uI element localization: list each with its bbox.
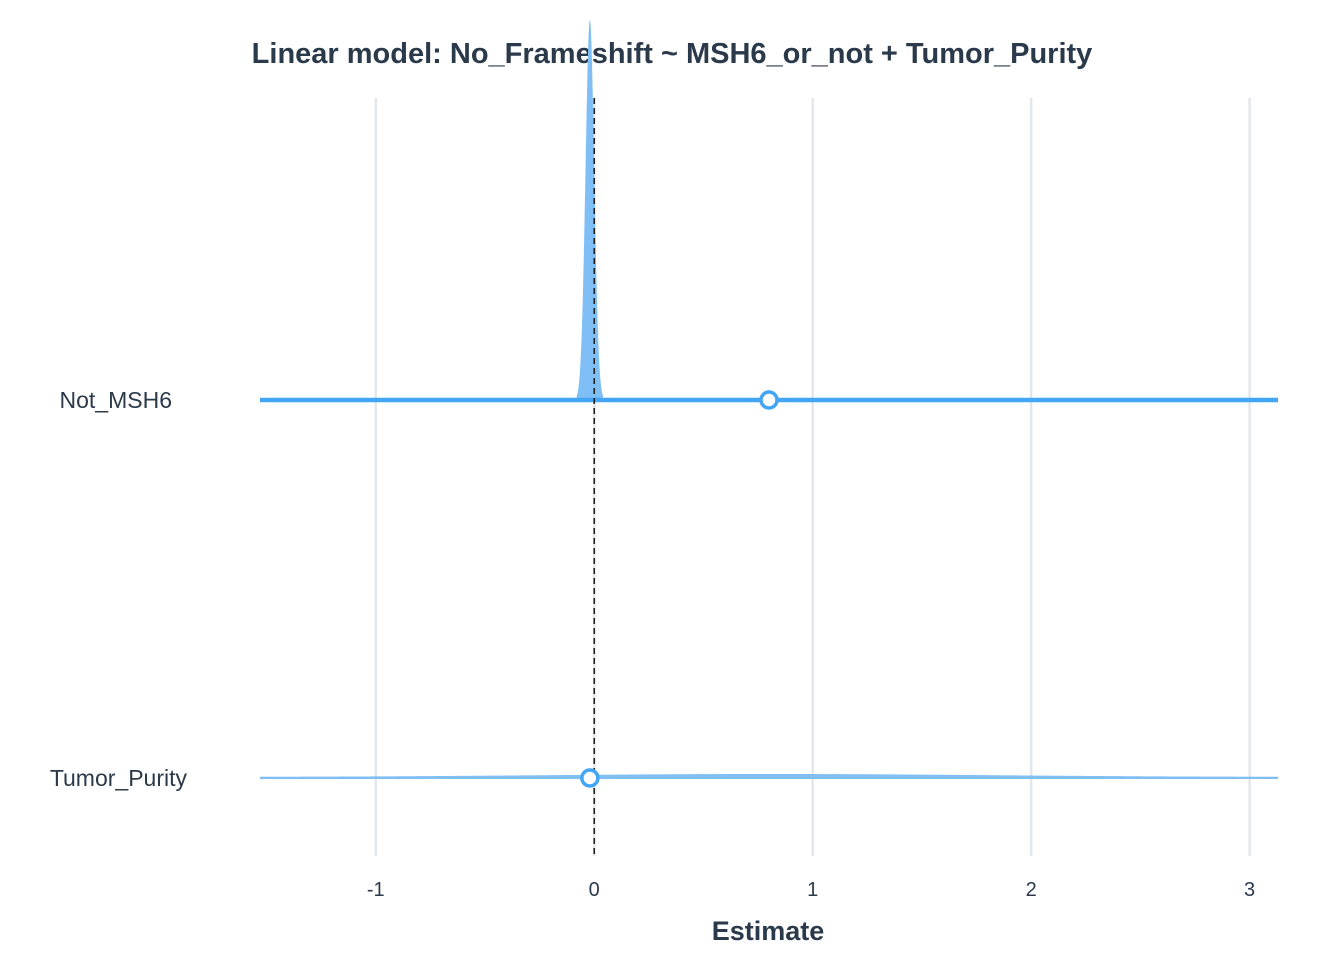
y-category-label: Tumor_Purity <box>50 765 188 791</box>
x-tick-labels: -1 0 1 2 3 <box>367 879 1255 901</box>
grid-lines <box>374 98 1251 856</box>
estimate-point-not-msh6 <box>759 390 779 410</box>
y-category-labels: Not_MSH6 Tumor_Purity <box>50 387 188 791</box>
x-tick-label: 3 <box>1244 879 1255 901</box>
x-tick-label: 0 <box>589 879 600 901</box>
density-tumor-purity <box>260 774 1278 779</box>
x-tick-label: -1 <box>367 879 385 901</box>
x-tick-label: 1 <box>807 879 818 901</box>
y-category-label: Not_MSH6 <box>60 387 172 413</box>
chart-title: Linear model: No_Frameshift ~ MSH6_or_no… <box>251 38 1093 70</box>
density-layer <box>260 20 1278 779</box>
x-axis-title: Estimate <box>712 916 825 946</box>
density-not-msh6 <box>576 20 603 400</box>
x-tick-label: 2 <box>1026 879 1037 901</box>
point-layer <box>580 390 779 788</box>
estimate-point-tumor-purity <box>580 768 600 788</box>
